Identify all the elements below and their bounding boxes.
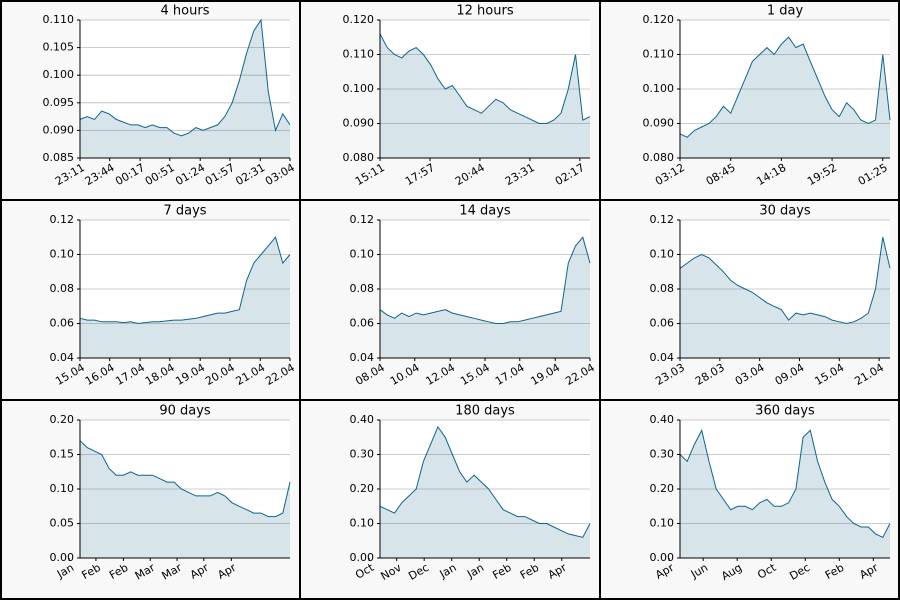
y-tick-label: 0.10 [50,482,75,495]
price-line [379,33,591,124]
y-tick-label: 0.100 [343,82,375,95]
area-fill [380,33,590,158]
y-tick-label: 0.05 [50,517,75,530]
y-tick-label: 0.08 [350,282,375,295]
y-tick-label: 0.095 [43,96,75,109]
y-tick-label: 0.10 [650,517,675,530]
y-tick-label: 0.090 [43,123,75,136]
y-tick-label: 0.110 [343,48,375,61]
area-fill [380,237,590,358]
y-tick-label: 0.00 [650,551,675,564]
y-tick-label: 0.090 [643,117,675,130]
chart-title: 90 days [159,404,211,419]
price-line [379,425,591,538]
y-tick-label: 0.10 [650,248,675,261]
y-tick-label: 0.100 [43,68,75,81]
chart-title: 1 day [767,4,804,19]
chart-title: 30 days [759,204,811,219]
area-fill [80,237,290,358]
area-fill [80,20,290,158]
y-tick-label: 0.105 [43,41,75,54]
y-tick-label: 0.04 [650,351,675,364]
y-tick-label: 0.20 [350,482,375,495]
y-tick-label: 0.10 [350,248,375,261]
price-line [379,236,591,324]
y-tick-label: 0.10 [350,517,375,530]
y-tick-label: 0.20 [650,482,675,495]
y-tick-label: 0.06 [350,317,375,330]
y-tick-label: 0.100 [643,82,675,95]
y-tick-label: 0.080 [643,151,675,164]
y-tick-label: 0.120 [643,13,675,26]
price-line [679,36,891,138]
y-tick-label: 0.08 [650,282,675,295]
chart-title: 360 days [755,404,815,419]
area-fill [80,440,290,558]
y-tick-label: 0.15 [50,448,75,461]
y-tick-label: 0.110 [643,48,675,61]
y-tick-label: 0.06 [650,317,675,330]
chart-title: 12 hours [456,4,513,19]
area-fill [680,237,890,358]
y-tick-label: 0.40 [350,413,375,426]
price-line [679,428,891,538]
y-tick-label: 0.04 [350,351,375,364]
chart-title: 180 days [455,404,515,419]
y-tick-label: 0.00 [50,551,75,564]
y-tick-label: 0.12 [350,213,375,226]
y-tick-label: 0.10 [50,248,75,261]
area-fill [680,37,890,159]
y-tick-label: 0.080 [343,151,375,164]
area-fill [680,430,890,558]
y-tick-label: 0.06 [50,317,75,330]
price-line [79,236,291,325]
y-tick-label: 0.12 [650,213,675,226]
price-line [79,18,291,137]
y-tick-label: 0.08 [50,282,75,295]
y-tick-label: 0.00 [350,551,375,564]
price-line [679,237,891,325]
area-fill [380,426,590,558]
y-tick-label: 0.20 [50,413,75,426]
y-tick-label: 0.30 [650,448,675,461]
chart-title: 4 hours [161,4,210,19]
y-tick-label: 0.04 [50,351,75,364]
y-tick-label: 0.40 [650,413,675,426]
chart-title: 7 days [163,204,206,219]
y-tick-label: 0.090 [343,117,375,130]
price-line [79,440,291,518]
y-tick-label: 0.120 [343,13,375,26]
y-tick-label: 0.085 [43,151,75,164]
y-tick-label: 0.12 [50,213,75,226]
chart-title: 14 days [459,204,511,219]
y-tick-label: 0.30 [350,448,375,461]
y-tick-label: 0.110 [43,13,75,26]
